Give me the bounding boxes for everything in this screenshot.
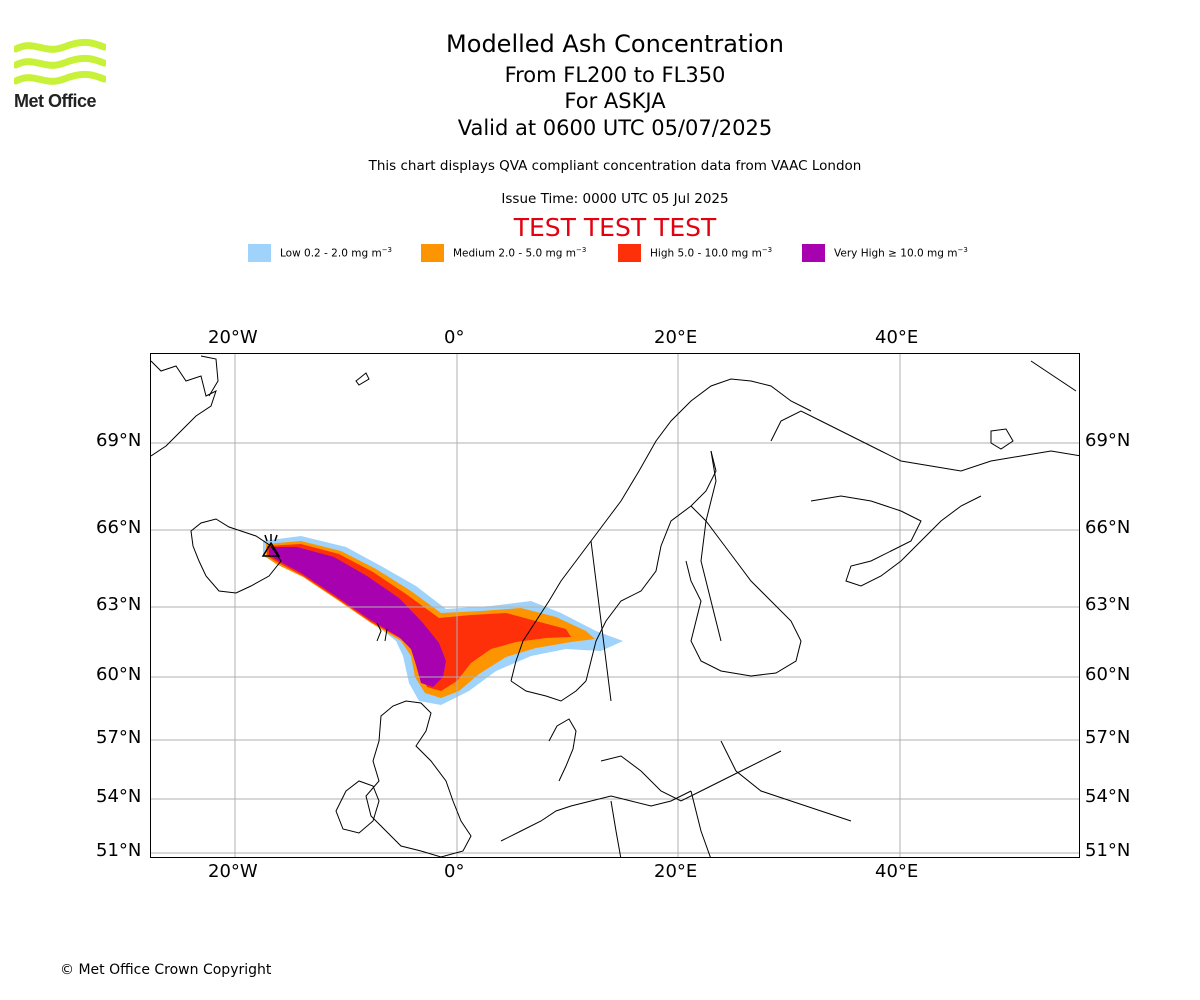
lat-label-left-60n: 60°N: [96, 664, 142, 685]
coast-sweden: [585, 450, 717, 682]
lat-label-right-63n: 63°N: [1085, 594, 1131, 615]
legend-label-medium: Medium 2.0 - 5.0 mg m: [453, 247, 576, 260]
coast-continent: [500, 790, 692, 842]
coast-ireland: [335, 780, 380, 834]
lat-label-right-51n: 51°N: [1085, 840, 1131, 861]
lat-label-left-66n: 66°N: [96, 517, 142, 538]
lat-label-right-69n: 69°N: [1085, 430, 1131, 451]
legend-label-very-high: Very High ≥ 10.0 mg m: [834, 247, 958, 260]
lon-label-top-20w: 20°W: [208, 327, 258, 348]
lat-label-left-57n: 57°N: [96, 727, 142, 748]
legend-swatch-high: [618, 244, 641, 262]
legend-swatch-medium: [421, 244, 444, 262]
lon-label-bottom-0: 0°: [444, 861, 465, 882]
legend-label-low: Low 0.2 - 2.0 mg m: [280, 247, 382, 260]
lat-label-left-51n: 51°N: [96, 840, 142, 861]
lat-label-right-57n: 57°N: [1085, 727, 1131, 748]
coast-finland: [685, 505, 802, 677]
issue-time: Issue Time: 0000 UTC 05 Jul 2025: [501, 191, 729, 207]
lon-label-bottom-40e: 40°E: [875, 861, 919, 882]
lon-label-top-20e: 20°E: [654, 327, 698, 348]
coast-denmark: [548, 718, 577, 782]
borders: [590, 450, 852, 857]
legend-item-high: High 5.0 - 10.0 mg m−3: [618, 244, 772, 262]
coastlines: [151, 355, 1079, 857]
map-canvas: [151, 354, 1079, 857]
volcano-icon: [261, 534, 281, 557]
lat-label-right-66n: 66°N: [1085, 517, 1131, 538]
lat-label-left-63n: 63°N: [96, 594, 142, 615]
legend-item-medium: Medium 2.0 - 5.0 mg m−3: [421, 244, 586, 262]
valid-time: Valid at 0600 UTC 05/07/2025: [457, 116, 773, 140]
legend-label-high: High 5.0 - 10.0 mg m: [650, 247, 762, 260]
legend-item-low: Low 0.2 - 2.0 mg m−3: [248, 244, 392, 262]
lat-label-right-54n: 54°N: [1085, 786, 1131, 807]
flight-level-range: From FL200 to FL350: [504, 63, 726, 87]
legend-item-very-high: Very High ≥ 10.0 mg m−3: [802, 244, 968, 262]
coast-great-britain: [365, 700, 472, 857]
logo-waves: [14, 38, 106, 85]
lon-label-bottom-20e: 20°E: [654, 861, 698, 882]
legend-swatch-low: [248, 244, 271, 262]
coast-norway: [510, 378, 812, 682]
met-office-logo: [14, 38, 106, 85]
lat-label-left-69n: 69°N: [96, 430, 142, 451]
lat-label-left-54n: 54°N: [96, 786, 142, 807]
volcano-name: For ASKJA: [564, 89, 666, 113]
ash-very-high: [269, 547, 446, 687]
graticule: [151, 354, 1079, 857]
coast-greenland: [151, 360, 217, 457]
coast-iceland: [190, 518, 282, 594]
copyright-notice: © Met Office Crown Copyright: [60, 962, 272, 978]
lon-label-top-40e: 40°E: [875, 327, 919, 348]
test-banner: TEST TEST TEST: [513, 213, 717, 242]
lon-label-bottom-20w: 20°W: [208, 861, 258, 882]
lon-label-top-0: 0°: [444, 327, 465, 348]
met-office-wordmark: Met Office: [14, 91, 97, 111]
legend-swatch-very-high: [802, 244, 825, 262]
ash-plume: [263, 536, 623, 705]
chart-description: This chart displays QVA compliant concen…: [368, 158, 862, 174]
chart-title: Modelled Ash Concentration: [446, 30, 784, 58]
map-panel[interactable]: [150, 353, 1080, 858]
lat-label-right-60n: 60°N: [1085, 664, 1131, 685]
